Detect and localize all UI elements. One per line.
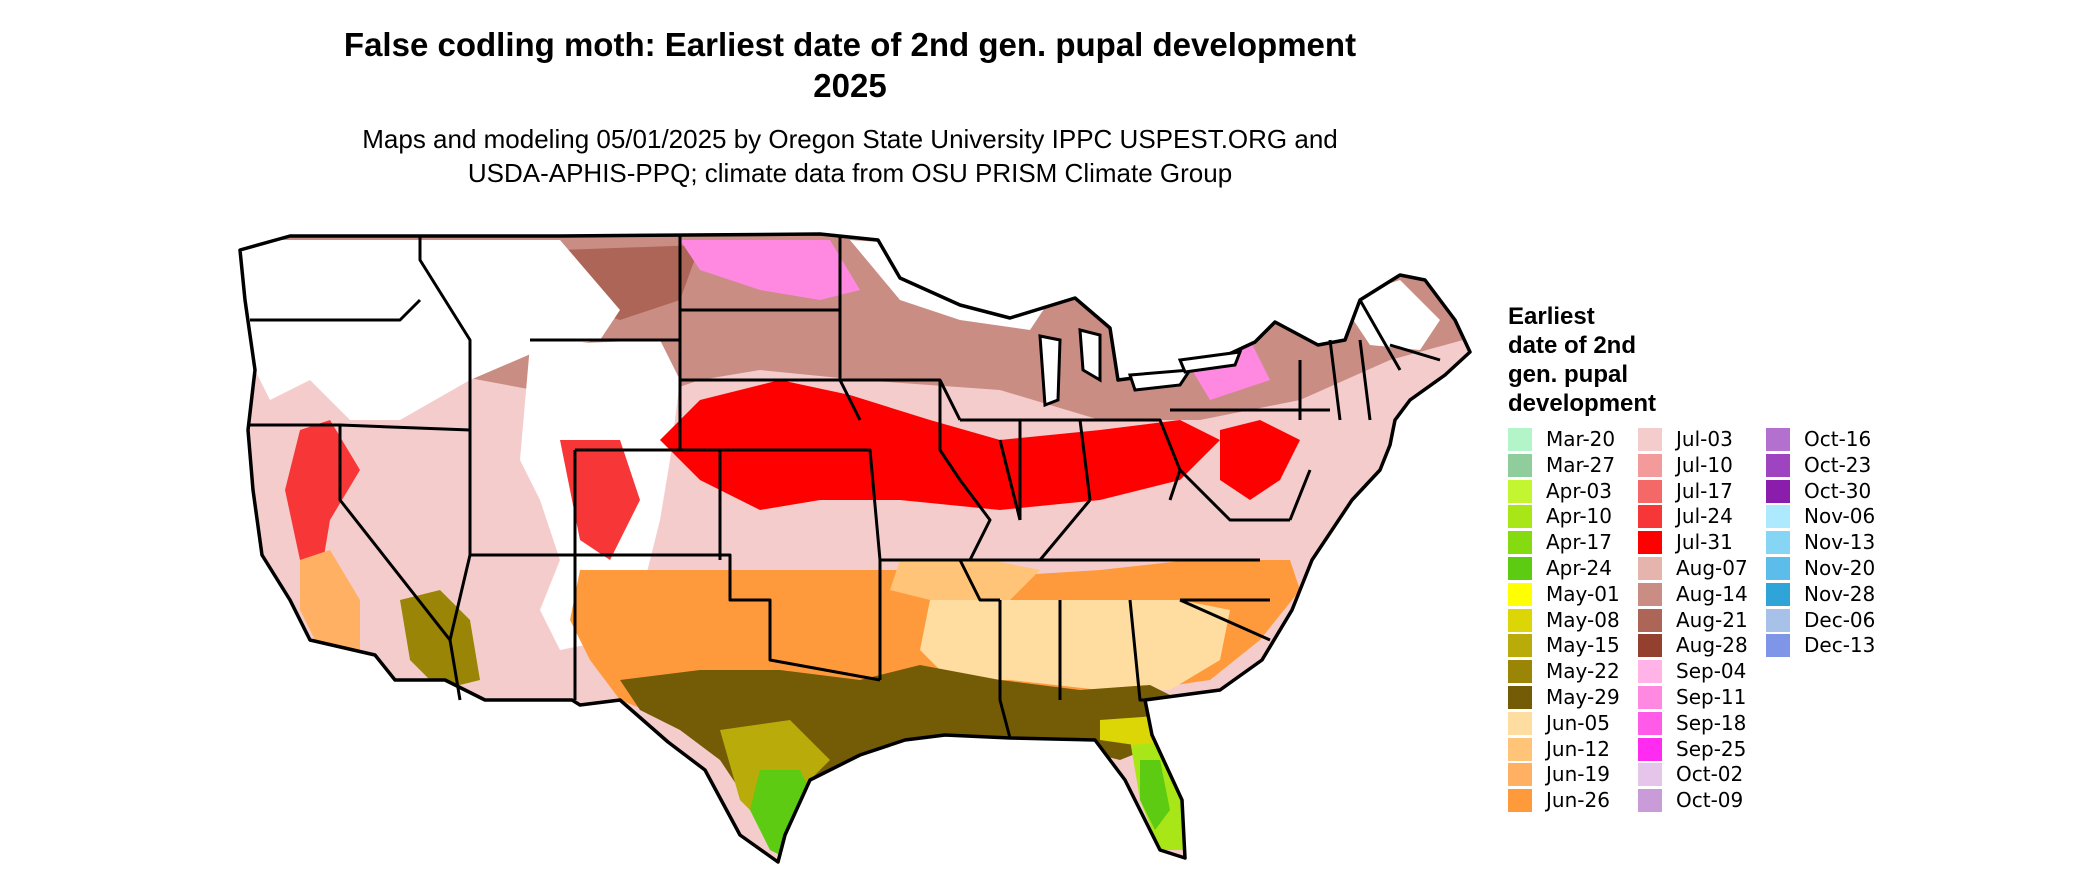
map-subtitle-line2: USDA-APHIS-PPQ; climate data from OSU PR… <box>467 158 1233 188</box>
state-borders <box>248 236 1441 739</box>
legend-label: Mar-27 <box>1546 452 1616 477</box>
legend-swatch <box>1508 453 1532 477</box>
legend-title-line: Earliest <box>1508 303 1595 330</box>
legend-swatch <box>1766 428 1790 451</box>
legend-label: Oct-02 <box>1676 762 1744 787</box>
legend-label: Nov-28 <box>1804 581 1876 606</box>
legend-swatch <box>1638 479 1662 503</box>
legend-swatch <box>1766 608 1790 632</box>
legend-label: Aug-14 <box>1676 581 1748 606</box>
legend-label: Dec-06 <box>1804 607 1876 632</box>
legend-label: May-29 <box>1546 685 1620 709</box>
legend-swatch <box>1638 789 1662 813</box>
legend-label: Nov-13 <box>1804 530 1876 555</box>
map-subtitle: Maps and modeling 05/01/2025 by Oregon S… <box>0 122 1700 190</box>
legend-label: Jun-19 <box>1546 762 1610 787</box>
legend-title-line: date of 2nd <box>1508 332 1637 359</box>
legend-swatch <box>1638 582 1662 606</box>
legend-label: Sep-04 <box>1676 659 1747 684</box>
legend-label: May-15 <box>1546 633 1620 658</box>
legend-swatch <box>1508 660 1532 684</box>
us-map <box>238 232 1472 864</box>
legend-swatch <box>1766 582 1790 606</box>
legend-swatch <box>1766 453 1790 477</box>
legend-swatch <box>1638 763 1662 787</box>
legend-swatch <box>1508 686 1532 709</box>
legend-swatch <box>1508 505 1532 529</box>
legend-swatch <box>1638 428 1662 451</box>
legend-label: Jul-03 <box>1676 427 1733 451</box>
legend-swatch <box>1508 634 1532 658</box>
legend-label: Jul-17 <box>1676 478 1733 503</box>
legend-label: May-01 <box>1546 581 1620 606</box>
legend-label: Jun-05 <box>1546 710 1610 735</box>
legend-label: Oct-23 <box>1804 452 1872 477</box>
legend-label: Jun-26 <box>1546 788 1610 813</box>
legend-swatch <box>1638 686 1662 709</box>
legend-label: Apr-17 <box>1546 530 1612 555</box>
legend-swatch <box>1638 505 1662 529</box>
legend-label: Nov-06 <box>1804 504 1876 529</box>
legend-swatch <box>1638 660 1662 684</box>
legend-label: Jul-10 <box>1676 452 1733 477</box>
legend-label: Mar-20 <box>1546 427 1616 451</box>
legend-label: Aug-21 <box>1676 607 1748 632</box>
legend-swatch <box>1508 737 1532 761</box>
legend-swatch <box>1766 531 1790 555</box>
legend-label: Sep-18 <box>1676 710 1747 735</box>
legend-swatch <box>1508 763 1532 787</box>
legend-label: May-08 <box>1546 607 1620 632</box>
legend-label: Nov-20 <box>1804 556 1876 580</box>
legend-label: Apr-03 <box>1546 478 1612 503</box>
legend-label: May-22 <box>1546 659 1620 684</box>
legend-swatch <box>1508 428 1532 451</box>
legend-label: Jul-24 <box>1676 504 1733 529</box>
legend-title-line: development <box>1508 390 1657 417</box>
legend-swatch <box>1638 711 1662 735</box>
legend-title: Earliest date of 2nd gen. pupal developm… <box>1508 302 1728 418</box>
legend-swatch <box>1638 608 1662 632</box>
legend-swatch <box>1638 634 1662 658</box>
legend-label: Oct-30 <box>1804 478 1872 503</box>
legend-label: Jul-31 <box>1676 530 1733 555</box>
legend-swatch <box>1508 479 1532 503</box>
legend-label: Sep-25 <box>1676 736 1747 761</box>
map-title: False codling moth: Earliest date of 2nd… <box>0 24 1700 106</box>
legend-label: Apr-24 <box>1546 556 1612 580</box>
legend-label: Aug-07 <box>1676 556 1748 580</box>
legend-label: Apr-10 <box>1546 504 1612 529</box>
legend-swatch <box>1508 582 1532 606</box>
legend-label: Sep-11 <box>1676 685 1747 709</box>
legend-swatch <box>1766 479 1790 503</box>
legend-label: Jun-12 <box>1546 736 1610 761</box>
map-title-line1: False codling moth: Earliest date of 2nd… <box>343 26 1357 63</box>
legend-swatch <box>1508 711 1532 735</box>
legend-label: Oct-16 <box>1804 427 1872 451</box>
map-subtitle-line1: Maps and modeling 05/01/2025 by Oregon S… <box>362 124 1338 154</box>
legend-swatch <box>1638 557 1662 580</box>
legend-swatch <box>1508 789 1532 813</box>
legend-swatch <box>1766 634 1790 658</box>
legend-swatch <box>1508 608 1532 632</box>
map-title-line2: 2025 <box>813 67 887 104</box>
legend-swatch <box>1766 505 1790 529</box>
legend-label: Dec-13 <box>1804 633 1876 658</box>
legend-swatch <box>1638 531 1662 555</box>
legend-swatch <box>1766 557 1790 580</box>
legend-label: Oct-09 <box>1676 788 1744 813</box>
legend-title-line: gen. pupal <box>1508 361 1628 388</box>
legend-label: Aug-28 <box>1676 633 1748 658</box>
legend-swatch <box>1638 453 1662 477</box>
legend-swatch <box>1508 557 1532 580</box>
legend-swatch <box>1508 531 1532 555</box>
great-lakes <box>1038 328 1243 408</box>
legend-swatch <box>1638 737 1662 761</box>
